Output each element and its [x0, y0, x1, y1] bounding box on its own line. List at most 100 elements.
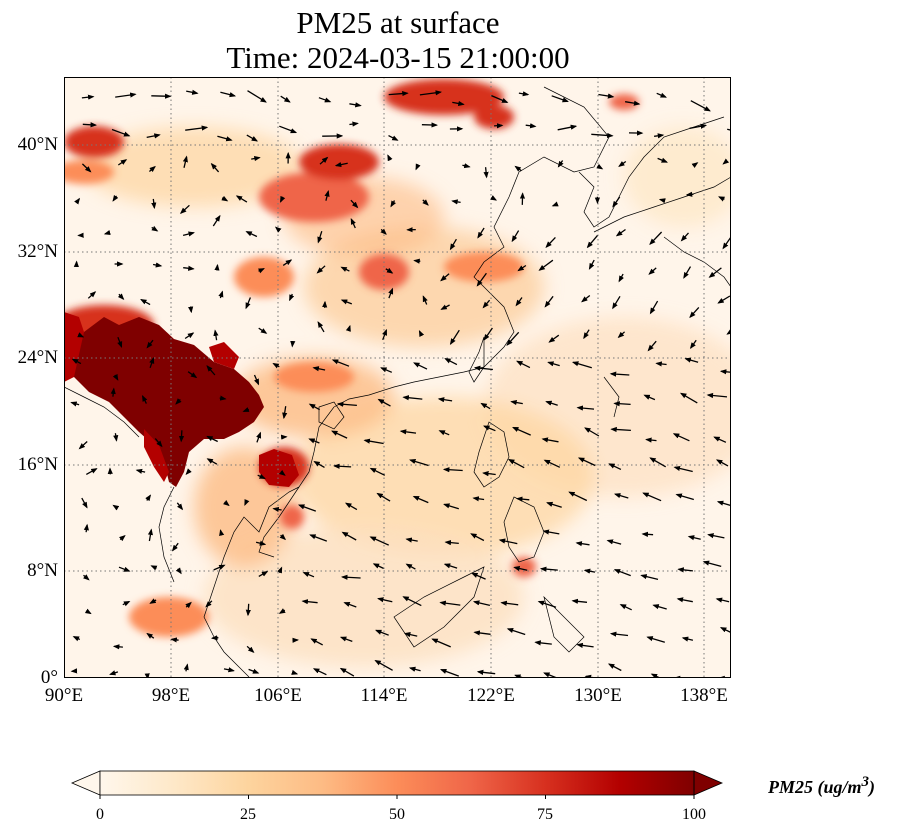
- wind-arrow: [71, 358, 82, 365]
- wind-arrow: [142, 394, 148, 404]
- wind-arrow: [341, 531, 357, 541]
- wind-arrow: [151, 198, 157, 210]
- wind-arrow: [706, 392, 728, 399]
- wind-arrow: [439, 600, 461, 606]
- wind-arrow: [610, 426, 631, 433]
- wind-arrow: [235, 195, 248, 203]
- wind-arrow: [319, 156, 329, 165]
- pm25-map: [64, 77, 731, 678]
- y-tick-label: 0°: [40, 667, 58, 688]
- wind-arrow: [440, 273, 450, 282]
- wind-arrow: [380, 228, 387, 235]
- wind-arrow: [408, 666, 421, 672]
- wind-arrow: [689, 306, 700, 319]
- wind-arrow: [444, 358, 458, 366]
- wind-arrow: [545, 400, 558, 406]
- colorbar-gradient: [100, 771, 694, 795]
- wind-arrow: [537, 600, 557, 608]
- wind-arrow: [476, 272, 487, 287]
- wind-arrow: [242, 407, 250, 413]
- colorbar-tick-label: 0: [96, 806, 104, 823]
- wind-arrow: [650, 673, 662, 678]
- wind-arrow: [377, 597, 393, 603]
- wind-arrow: [363, 438, 384, 445]
- wind-arrow: [656, 92, 667, 98]
- wind-arrow: [608, 463, 622, 470]
- wind-arrow: [443, 563, 458, 569]
- y-tick-label: 16°N: [17, 454, 58, 475]
- wind-arrow: [717, 295, 731, 304]
- wind-arrow: [309, 534, 328, 542]
- wind-arrow: [716, 500, 731, 507]
- wind-arrow: [713, 436, 727, 443]
- wind-arrow: [652, 604, 667, 610]
- wind-arrow: [302, 571, 315, 578]
- wind-arrow: [419, 90, 442, 96]
- colorbar-tick-label: 50: [389, 806, 405, 823]
- gridlines: [64, 77, 731, 678]
- wind-arrow: [612, 196, 621, 208]
- wind-arrow: [280, 95, 291, 103]
- wind-arrow: [609, 371, 630, 377]
- wind-arrow: [642, 492, 662, 502]
- wind-arrow: [220, 91, 237, 98]
- wind-arrow: [72, 636, 81, 642]
- wind-arrow: [643, 394, 656, 401]
- wind-arrow: [313, 461, 325, 468]
- wind-arrow: [113, 433, 119, 442]
- wind-arrow: [609, 631, 629, 637]
- wind-arrow: [483, 327, 493, 341]
- wind-arrow: [581, 294, 591, 303]
- wind-arrow: [607, 663, 622, 672]
- wind-arrow: [715, 459, 729, 467]
- wind-arrow: [596, 163, 604, 170]
- wind-arrow: [83, 574, 90, 581]
- wind-arrow: [707, 533, 725, 539]
- wind-arrow: [571, 361, 592, 369]
- wind-arrow: [374, 659, 393, 671]
- wind-arrow: [324, 190, 330, 201]
- wind-quivers: [70, 89, 731, 678]
- wind-arrow: [331, 430, 348, 439]
- wind-arrow: [122, 601, 131, 607]
- wind-arrow: [576, 642, 594, 648]
- wind-arrow: [649, 457, 667, 468]
- wind-arrow: [525, 123, 537, 129]
- wind-arrow: [369, 467, 386, 476]
- wind-arrow: [413, 362, 428, 370]
- wind-arrow: [272, 506, 282, 513]
- wind-arrow: [571, 598, 588, 604]
- wind-arrow: [150, 565, 158, 571]
- wind-arrow: [117, 336, 123, 349]
- wind-arrow: [606, 539, 622, 545]
- x-tick-label: 130°E: [574, 685, 622, 706]
- wind-arrow: [649, 231, 663, 246]
- wind-arrow: [388, 287, 394, 299]
- wind-arrow: [301, 599, 318, 605]
- wind-arrow: [219, 529, 225, 537]
- wind-arrow: [685, 191, 694, 197]
- wind-arrow: [598, 93, 615, 99]
- wind-arrow: [557, 160, 564, 168]
- wind-arrow: [317, 321, 325, 333]
- wind-arrow: [256, 431, 262, 443]
- wind-arrow: [491, 95, 509, 103]
- wind-arrow: [681, 636, 694, 642]
- wind-arrow: [588, 259, 595, 270]
- wind-arrow: [317, 231, 323, 244]
- wind-arrow: [182, 231, 195, 237]
- wind-arrow: [334, 162, 348, 168]
- wind-arrow: [515, 297, 523, 307]
- wind-arrow: [577, 457, 596, 467]
- wind-arrow: [494, 123, 504, 129]
- wind-arrow: [439, 668, 460, 677]
- wind-arrow: [85, 468, 98, 475]
- y-tick-label: 32°N: [17, 241, 58, 262]
- wind-arrow: [507, 458, 525, 469]
- wind-arrow: [146, 133, 161, 139]
- wind-arrow: [212, 214, 221, 227]
- wind-arrow: [438, 430, 450, 436]
- wind-arrow: [154, 438, 163, 448]
- wind-arrow: [437, 397, 453, 403]
- wind-arrow: [382, 328, 388, 341]
